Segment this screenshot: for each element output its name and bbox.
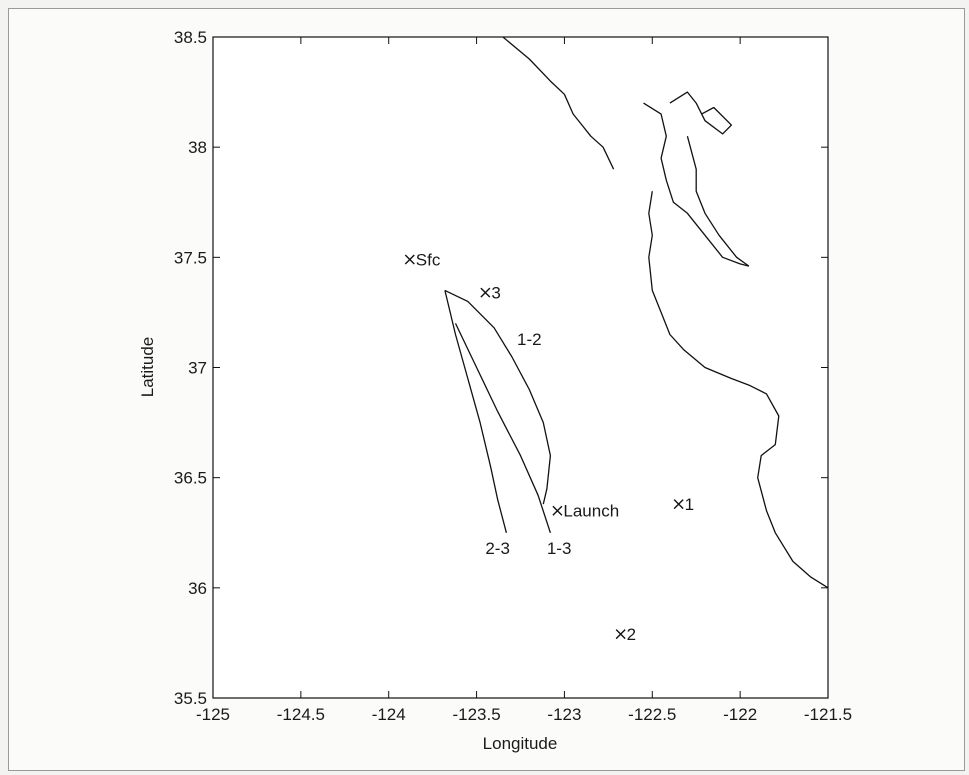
station-marker: Launch [552,502,619,521]
track-label: 1-2 [517,330,542,349]
track-lines [444,36,829,589]
plot-area [212,36,829,699]
station-marker: 3 [480,284,501,303]
y-tick-label: 36 [188,579,207,598]
track-line [502,36,615,170]
x-tick-label: -124.5 [277,705,325,724]
x-axis-title: Longitude [483,734,558,753]
x-tick-label: -124 [372,705,406,724]
y-axis-title: Latitude [138,337,157,398]
track-line [648,191,829,589]
track-line [686,136,750,267]
x-tick-label: -123.5 [452,705,500,724]
y-tick-label: 37 [188,359,207,378]
track-label: 2-3 [485,539,510,558]
station-label: Sfc [416,251,441,270]
station-marker: 1 [673,495,694,514]
x-tick-label: -122.5 [628,705,676,724]
x-tick-label: -122 [723,705,757,724]
track-label: 1-3 [547,539,572,558]
station-label: 1 [685,495,694,514]
station-label: 3 [491,284,500,303]
x-marker-icon [615,629,626,640]
station-label: Launch [563,502,619,521]
x-marker-icon [552,505,563,516]
x-tick-label: -125 [196,705,230,724]
track-line [669,91,733,135]
track-labels: 1-2 2-3 1-3 [485,330,571,558]
y-tick-label: 37.5 [174,248,207,267]
track-line [444,290,508,533]
y-tick-label: 36.5 [174,469,207,488]
x-tick-label: -121.5 [804,705,852,724]
x-tick-label: -123 [547,705,581,724]
y-tick-label: 38.5 [174,28,207,47]
station-markers: Sfc 3 Launch 1 2 [404,251,694,644]
x-marker-icon [480,287,491,298]
station-label: 2 [627,625,636,644]
x-axis: -125 -124.5 -124 -123.5 -123 -122.5 -122 -121.5 [196,37,852,724]
y-tick-label: 38 [188,138,207,157]
track-line [444,289,552,505]
x-marker-icon [404,254,415,265]
track-line [643,102,750,267]
track-line [454,323,552,534]
station-marker: Sfc [404,251,441,270]
x-marker-icon [673,499,684,510]
y-tick-label: 35.5 [174,689,207,708]
y-axis: 35.5 36 36.5 37 37.5 38 38.5 [174,28,828,708]
station-marker: 2 [615,625,636,644]
